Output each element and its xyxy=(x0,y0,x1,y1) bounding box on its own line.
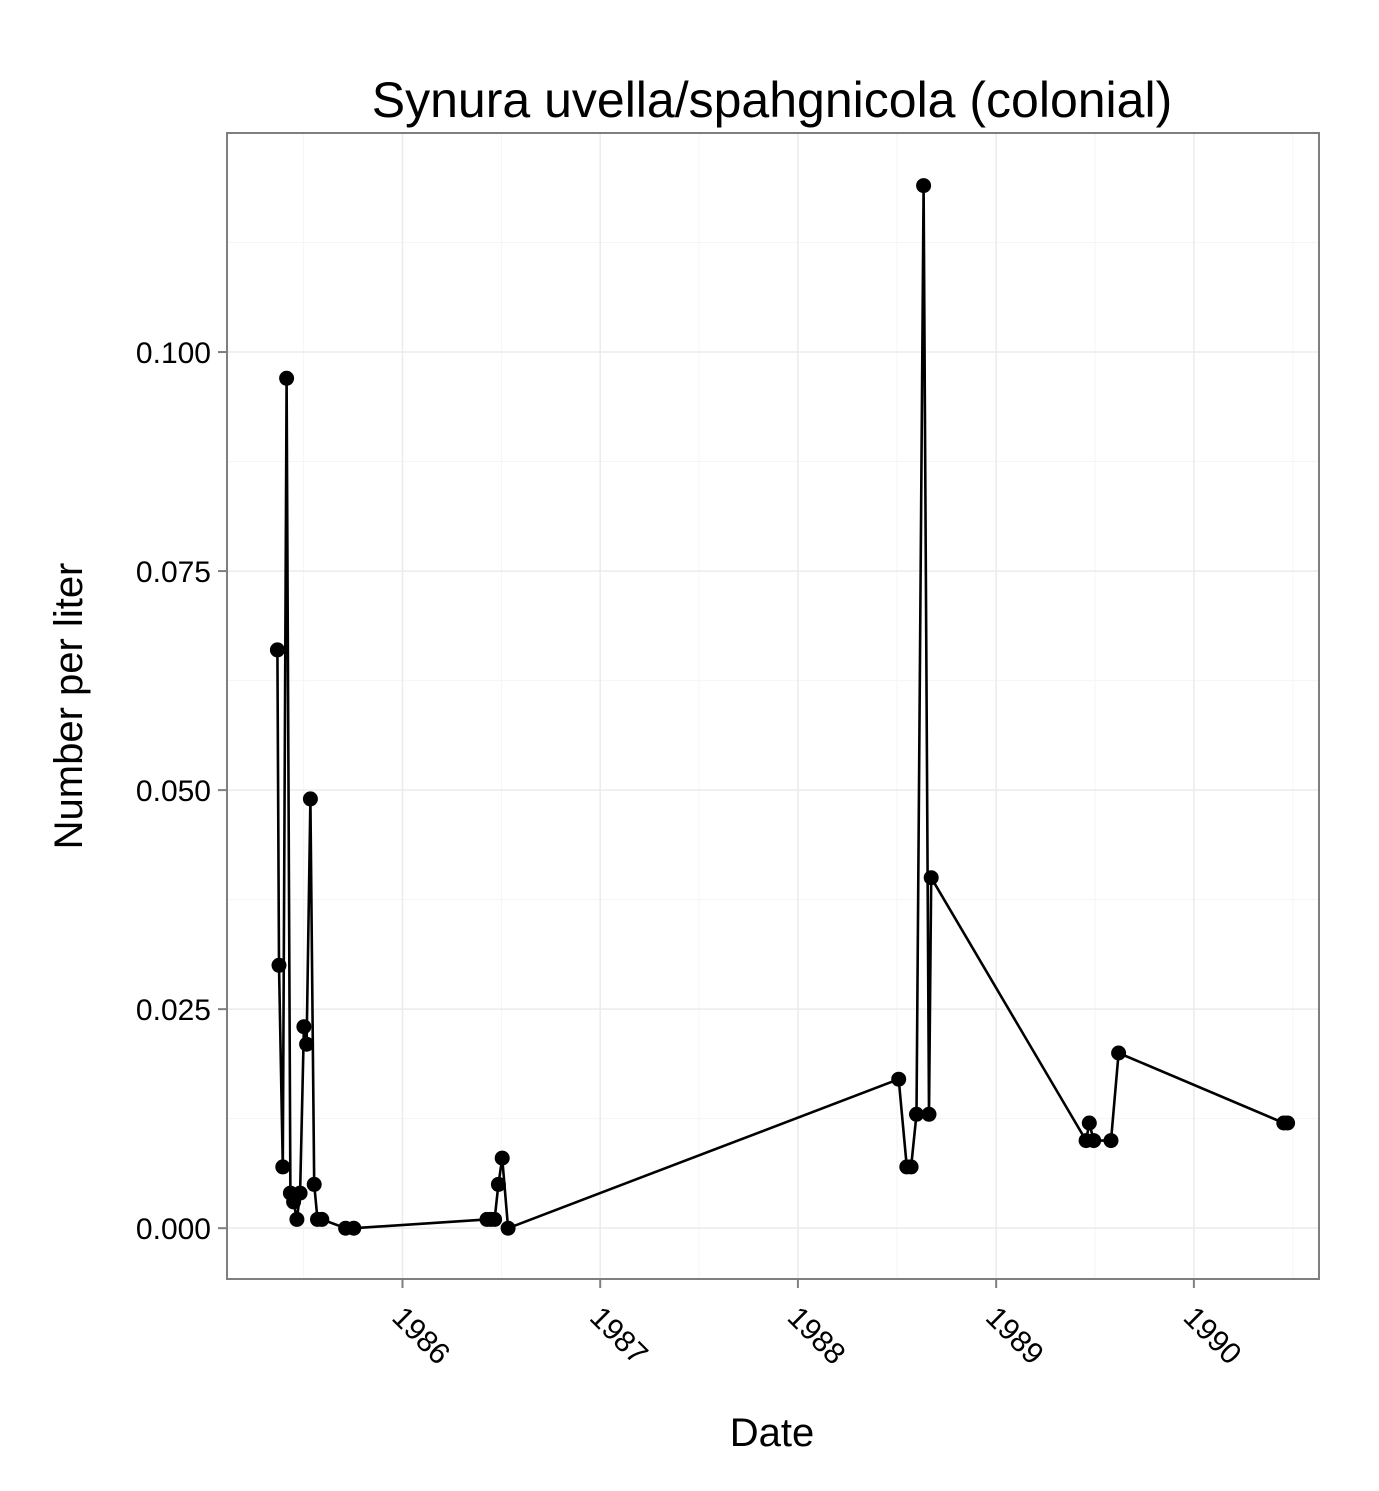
data-point xyxy=(500,1220,516,1236)
data-point xyxy=(903,1159,919,1175)
data-point xyxy=(306,1176,322,1192)
data-point xyxy=(314,1211,330,1227)
data-point xyxy=(346,1220,362,1236)
data-point xyxy=(279,370,295,386)
data-point xyxy=(296,1019,312,1035)
data-point xyxy=(923,870,939,886)
plot-panel-border xyxy=(226,132,1320,1280)
data-point xyxy=(1280,1115,1296,1131)
series-layer xyxy=(269,178,1296,1236)
data-point xyxy=(271,957,287,973)
data-point xyxy=(1103,1133,1119,1149)
data-point xyxy=(490,1176,506,1192)
y-axis-title: Number per liter xyxy=(47,563,91,850)
data-point xyxy=(1111,1045,1127,1061)
data-point xyxy=(1081,1115,1097,1131)
y-tick-label: 0.025 xyxy=(136,994,211,1027)
y-tick-label: 0.050 xyxy=(136,775,211,808)
major-gridlines xyxy=(227,133,1319,1279)
data-point xyxy=(299,1036,315,1052)
x-axis-title: Date xyxy=(730,1411,815,1455)
y-tick-label: 0.075 xyxy=(136,556,211,589)
plot-panel xyxy=(227,133,1319,1279)
data-point xyxy=(909,1106,924,1122)
y-tick-label: 0.100 xyxy=(136,337,211,370)
data-point xyxy=(275,1159,291,1175)
data-point xyxy=(891,1071,907,1087)
data-point xyxy=(494,1150,510,1166)
data-point xyxy=(269,642,285,658)
data-point xyxy=(487,1211,503,1227)
chart-title: Synura uvella/spahgnicola (colonial) xyxy=(372,72,1172,128)
y-tick-label: 0.000 xyxy=(136,1213,211,1246)
data-point xyxy=(289,1211,305,1227)
y-axis: 0.000 0.025 0.050 0.075 0.100 xyxy=(136,337,227,1246)
data-point xyxy=(302,791,318,807)
data-point xyxy=(1086,1133,1102,1149)
data-point xyxy=(921,1106,937,1122)
data-point xyxy=(292,1185,308,1201)
data-point xyxy=(916,178,932,194)
